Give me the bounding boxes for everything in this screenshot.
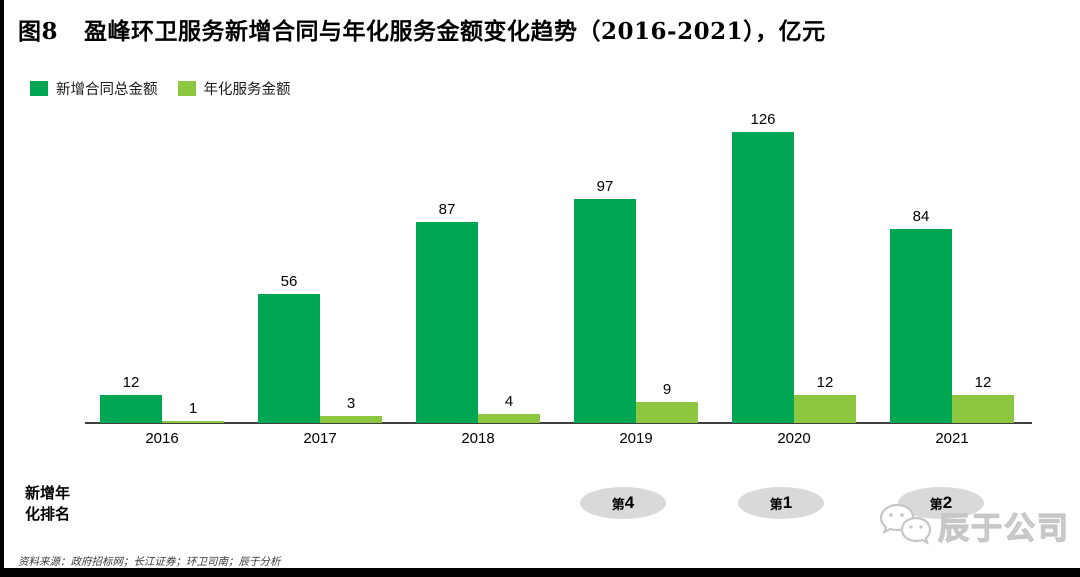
x-axis-label-2018: 2018: [461, 430, 495, 447]
x-axis-line: [85, 422, 1032, 424]
chart-legend: 新增合同总金额 年化服务金额: [30, 78, 291, 99]
bar-value-label: 56: [280, 273, 298, 290]
bar-value-label: 4: [504, 393, 514, 410]
figure-number: 图8: [18, 18, 59, 45]
x-axis-label-2020: 2020: [777, 430, 811, 447]
ranking-caption-line2: 化排名: [25, 505, 71, 523]
bar-新增合同总金额-2017: [258, 294, 320, 423]
legend-swatch-light-green: [177, 81, 196, 96]
bar-年化服务金额-2019: [636, 402, 698, 423]
bar-年化服务金额-2020: [794, 395, 856, 423]
source-note: 资料来源：政府招标网；长江证券；环卫司南；辰于分析: [18, 556, 281, 568]
x-axis-label-2016: 2016: [145, 430, 179, 447]
x-axis-label-2021: 2021: [935, 430, 969, 447]
legend-label: 年化服务金额: [203, 82, 291, 98]
legend-swatch-dark-green: [30, 81, 48, 96]
bar-新增合同总金额-2016: [100, 395, 162, 423]
bar-value-label: 87: [438, 201, 456, 218]
legend-label: 新增合同总金额: [56, 82, 158, 98]
legend-item-annualized: 年化服务金额: [177, 78, 291, 99]
rank-badge-number: 2: [942, 493, 953, 512]
rank-badge-prefix: 第: [769, 497, 783, 513]
rank-badge-number: 4: [624, 493, 635, 512]
legend-item-new-contracts: 新增合同总金额: [30, 78, 158, 99]
bar-value-label: 12: [122, 374, 140, 391]
x-axis-label-2019: 2019: [619, 430, 653, 447]
bar-新增合同总金额-2019: [574, 199, 636, 423]
bar-value-label: 126: [750, 111, 776, 128]
bar-value-label: 84: [912, 208, 930, 225]
rank-badge-number: 1: [782, 493, 793, 512]
bar-value-label: 12: [816, 374, 834, 391]
ranking-caption: 新增年 化排名: [25, 483, 70, 525]
bar-年化服务金额-2016: [162, 421, 224, 423]
bar-value-label: 97: [596, 178, 614, 195]
bar-年化服务金额-2018: [478, 414, 540, 423]
bar-新增合同总金额-2020: [732, 132, 794, 423]
bar-年化服务金额-2021: [952, 395, 1014, 423]
watermark-text: 辰于公司: [937, 510, 1070, 547]
watermark: 辰于公司: [876, 502, 1070, 548]
bar-value-label: 12: [974, 374, 992, 391]
x-axis-label-2017: 2017: [303, 430, 337, 447]
bar-年化服务金额-2017: [320, 416, 382, 423]
bar-value-label: 1: [188, 400, 198, 417]
ranking-caption-line1: 新增年: [25, 484, 71, 502]
bar-value-label: 3: [346, 395, 356, 412]
rank-badge-prefix: 第: [611, 497, 625, 513]
bar-新增合同总金额-2018: [416, 222, 478, 423]
left-border-bar: [0, 0, 4, 577]
page-title: 图8 盈峰环卫服务新增合同与年化服务金额变化趋势（2016-2021），亿元: [18, 12, 1058, 46]
figure-title-text: 盈峰环卫服务新增合同与年化服务金额变化趋势（2016-2021），亿元: [84, 18, 826, 45]
bottom-border-bar: [0, 568, 1080, 577]
rank-badge-prefix: 第: [929, 497, 943, 513]
wechat-icon: [879, 503, 932, 545]
bar-value-label: 9: [662, 381, 672, 398]
bar-新增合同总金额-2021: [890, 229, 952, 423]
